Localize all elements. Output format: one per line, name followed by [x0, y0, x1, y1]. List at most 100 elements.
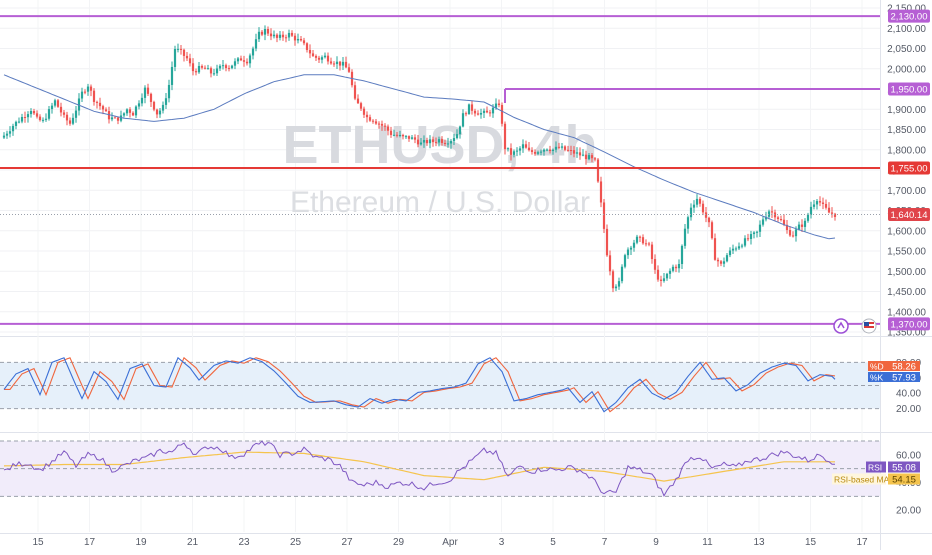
- candle-body: [146, 87, 150, 94]
- candle-body: [188, 58, 192, 64]
- replay-icon[interactable]: [833, 318, 849, 334]
- candle-body: [365, 114, 369, 118]
- candle-body: [443, 142, 447, 144]
- candle-body: [509, 148, 513, 155]
- price-pane[interactable]: [0, 15, 880, 325]
- candle-body: [368, 117, 372, 121]
- chart-toolbar-icons: [833, 318, 877, 334]
- candle-body: [62, 112, 66, 115]
- candle-body: [704, 212, 708, 218]
- stochastic-pane[interactable]: [0, 356, 880, 413]
- candle-body: [791, 235, 795, 237]
- candle-body: [311, 53, 315, 56]
- candle-body: [659, 279, 663, 281]
- candle-body: [728, 250, 732, 256]
- candle-body: [35, 113, 39, 117]
- candle-body: [722, 261, 726, 264]
- candle-body: [812, 204, 816, 207]
- candle-body: [323, 55, 327, 58]
- candle-body: [83, 91, 87, 93]
- candle-body: [557, 146, 561, 148]
- candle-body: [818, 201, 822, 203]
- chart-watermark: ETHUSD, 4h Ethereum / U.S. Dollar: [282, 115, 597, 219]
- candle-body: [314, 55, 318, 58]
- rsi-band: [0, 441, 880, 497]
- candle-body: [362, 108, 366, 115]
- candle-body: [161, 104, 165, 111]
- candle-body: [263, 29, 267, 35]
- candle-body: [149, 93, 153, 102]
- candle-body: [5, 133, 9, 136]
- candle-body: [815, 201, 819, 205]
- candle-body: [347, 67, 351, 72]
- candle-body: [719, 261, 723, 264]
- time-tick-label: 25: [290, 537, 302, 548]
- candle-body: [650, 244, 654, 260]
- candle-body: [491, 107, 495, 114]
- candle-body: [698, 198, 702, 204]
- candle-body: [827, 207, 831, 213]
- time-tick-label: 17: [856, 537, 868, 548]
- candle-body: [437, 139, 441, 143]
- candle-body: [527, 147, 531, 151]
- candle-body: [11, 125, 15, 132]
- candle-body: [248, 55, 252, 64]
- candle-body: [203, 67, 207, 69]
- candle-body: [632, 242, 636, 248]
- candle-body: [797, 224, 801, 230]
- candle-body: [782, 219, 786, 225]
- candle-body: [410, 137, 414, 139]
- candle-body: [155, 109, 159, 115]
- level-price-tag: [888, 317, 930, 331]
- candle-body: [125, 109, 129, 114]
- candle-body: [272, 34, 276, 37]
- rsi-series-tag: [832, 473, 886, 485]
- candle-body: [548, 149, 552, 152]
- time-axis[interactable]: 15 17 19 21 23 25 27 29 Apr 3 5 7 9 11 13 15 17: [32, 537, 868, 548]
- candle-body: [398, 134, 402, 136]
- price-tick-label: 1,550.00: [887, 247, 926, 258]
- price-tick-label: 1,850.00: [887, 125, 926, 136]
- candle-body: [824, 203, 828, 208]
- candle-body: [653, 259, 657, 270]
- candle-body: [377, 123, 381, 125]
- candle-body: [584, 154, 588, 160]
- price-tick-label: 1,350.00: [887, 328, 926, 339]
- candle-body: [164, 98, 168, 105]
- candle-body: [254, 39, 258, 49]
- time-tick-label: 7: [602, 537, 608, 548]
- candle-body: [455, 134, 459, 139]
- rsi-pane[interactable]: [0, 440, 880, 497]
- candle-body: [629, 247, 633, 250]
- candle-body: [206, 68, 210, 70]
- price-tick-label: 2,000.00: [887, 64, 926, 75]
- candle-body: [23, 117, 27, 119]
- candle-body: [152, 101, 156, 110]
- candle-body: [110, 117, 114, 120]
- candle-body: [452, 138, 456, 142]
- candle-body: [77, 98, 81, 111]
- last-price-label: 1,640.14: [891, 210, 928, 221]
- candle-body: [173, 48, 177, 67]
- candle-body: [233, 61, 237, 66]
- candle-body: [56, 100, 60, 107]
- watermark-title: ETHUSD, 4h: [282, 115, 597, 175]
- candle-body: [533, 151, 537, 154]
- time-tick-label: 3: [499, 537, 505, 548]
- last-price-tag: [888, 207, 930, 221]
- candle-body: [326, 55, 330, 62]
- candle-body: [14, 121, 18, 126]
- price-tick-label: 2,050.00: [887, 44, 926, 55]
- candle-body: [497, 103, 501, 106]
- rsi-value-label: 54.15: [892, 475, 916, 486]
- candle-body: [422, 140, 426, 143]
- candle-body: [407, 136, 411, 139]
- price-tick-label: 1,450.00: [887, 287, 926, 298]
- candle-body: [581, 154, 585, 156]
- price-tick-label: 2,100.00: [887, 24, 926, 35]
- candle-body: [344, 61, 348, 68]
- candle-body: [707, 217, 711, 223]
- price-axis[interactable]: 2,150.00 2,100.00 2,050.00 2,000.00 1,950.00…: [832, 4, 930, 517]
- level-price-label: 2,130.00: [891, 12, 928, 23]
